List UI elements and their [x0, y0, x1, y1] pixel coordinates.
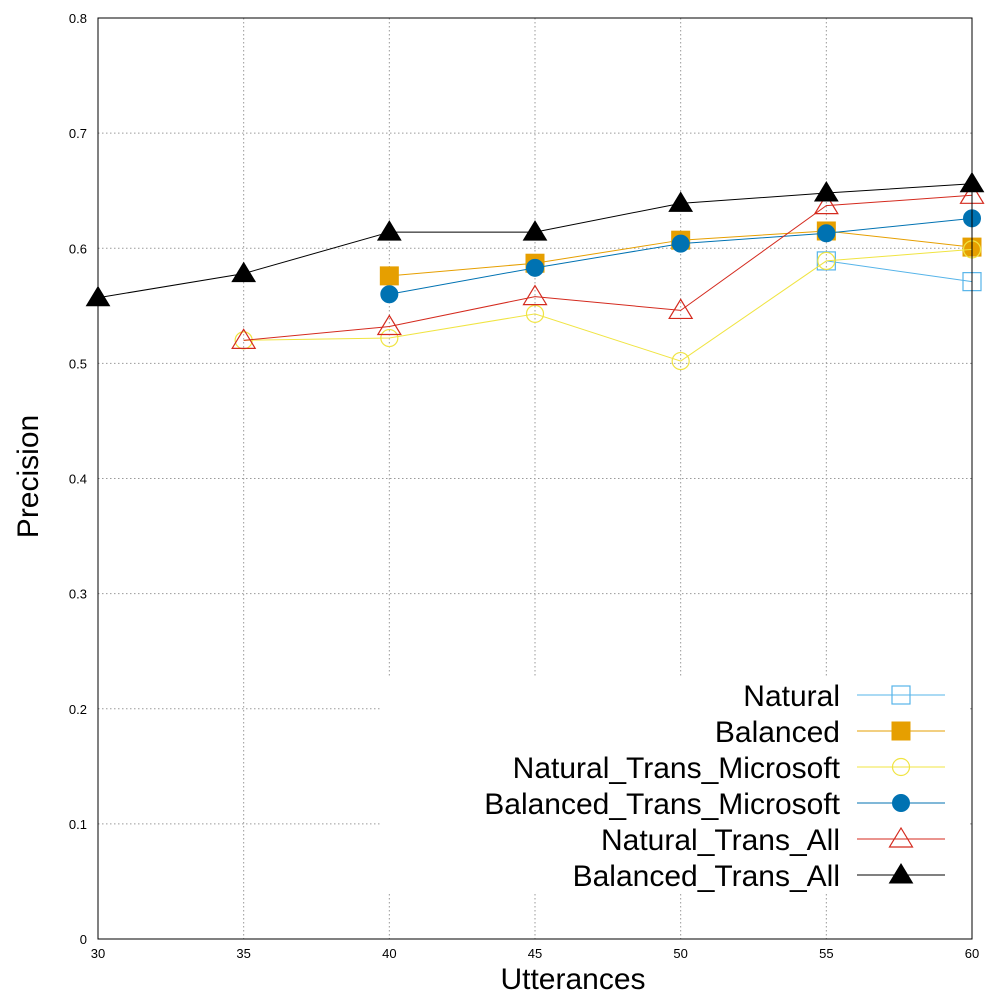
tick-labels: 30 35 40 45 50 55 60 0 0.1 0.2 0.3 0.4 0.5 0.6 0.7 0.8: [69, 11, 979, 961]
legend-background: [382, 677, 970, 893]
data-point: [380, 328, 399, 348]
y-tick-label: 0.2: [69, 702, 87, 717]
data-point: [817, 224, 836, 243]
data-point: [376, 220, 402, 241]
series-balanced-trans-microsoft: [380, 209, 981, 304]
y-tick-label: 0: [80, 932, 87, 947]
legend-item: Natural_Trans_All: [601, 824, 945, 857]
y-tick-label: 0.4: [69, 472, 87, 487]
data-point: [231, 261, 257, 283]
y-axis-title: Precision: [12, 415, 45, 538]
data-point: [671, 351, 690, 371]
y-tick-label: 0.3: [69, 587, 87, 602]
legend-item: Natural: [743, 680, 945, 713]
series-line: [97, 183, 973, 299]
series-clip: [85, 171, 985, 371]
y-tick-label: 0.5: [69, 356, 87, 371]
legend-label: Balanced_Trans_Microsoft: [484, 788, 840, 821]
legend-item: Balanced: [715, 716, 945, 749]
series-line: [243, 194, 973, 341]
legend-label: Natural_Trans_Microsoft: [513, 752, 841, 785]
data-point: [380, 285, 399, 304]
legend-marker: [888, 863, 914, 884]
series-natural: [816, 251, 982, 292]
data-point: [522, 220, 548, 241]
series-balanced-trans-all: [85, 171, 985, 307]
data-point: [668, 298, 694, 320]
legend-item: Balanced_Trans_All: [573, 860, 945, 893]
y-tick-label: 0.8: [69, 11, 87, 26]
series-line: [826, 260, 973, 283]
data-point: [231, 328, 257, 349]
series-layer: [85, 171, 985, 371]
x-tick-label: 30: [91, 946, 105, 961]
data-point: [376, 314, 402, 336]
series-natural-trans-all: [231, 183, 985, 349]
data-point: [813, 181, 839, 202]
y-tick-label: 0.7: [69, 126, 87, 141]
data-point: [668, 191, 694, 212]
data-point: [525, 304, 545, 323]
x-tick-label: 40: [382, 946, 396, 961]
legend-marker: [892, 794, 910, 812]
data-point: [813, 193, 839, 215]
plot-frame: [97, 17, 973, 940]
legend-label: Balanced: [715, 716, 840, 749]
data-point: [522, 284, 548, 306]
data-point: [671, 234, 690, 253]
x-axis-title: Utterances: [500, 963, 645, 996]
data-point: [817, 251, 836, 271]
x-tick-label: 35: [236, 946, 250, 961]
legend-label: Natural_Trans_All: [601, 824, 840, 857]
legend-marker: [891, 721, 911, 741]
x-tick-label: 45: [528, 946, 542, 961]
legend-item: Balanced_Trans_Microsoft: [484, 788, 945, 821]
legend-item: Natural_Trans_Microsoft: [513, 752, 945, 785]
x-tick-label: 60: [965, 946, 979, 961]
y-tick-label: 0.6: [69, 241, 87, 256]
x-tick-label: 55: [819, 946, 833, 961]
series-natural-trans-microsoft: [234, 240, 982, 371]
legend-label: Natural: [743, 680, 840, 713]
legend-marker: [891, 757, 911, 777]
y-tick-label: 0.1: [69, 817, 87, 832]
series-line: [243, 248, 973, 362]
data-point: [526, 258, 544, 277]
legend-marker: [891, 685, 911, 705]
legend-marker: [888, 826, 914, 848]
legend: NaturalBalancedNatural_Trans_MicrosoftBa…: [382, 677, 970, 893]
x-tick-label: 50: [673, 946, 687, 961]
data-point: [379, 266, 399, 286]
legend-label: Balanced_Trans_All: [573, 860, 840, 893]
